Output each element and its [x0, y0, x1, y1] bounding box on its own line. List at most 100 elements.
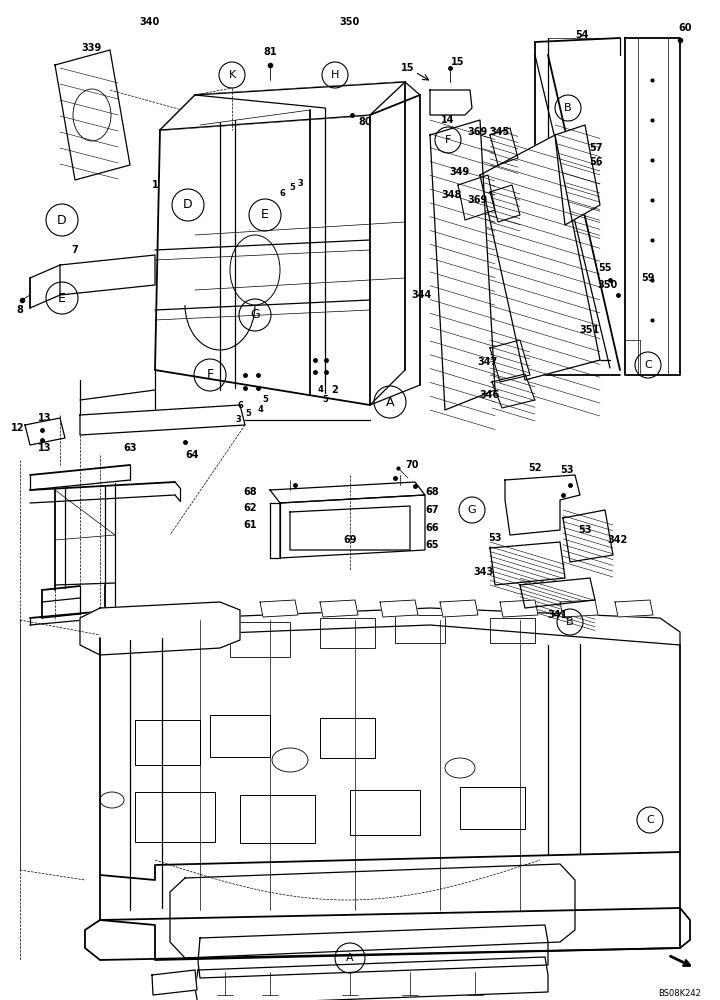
Text: 340: 340: [140, 17, 160, 27]
Text: 350: 350: [340, 17, 360, 27]
Text: 15: 15: [401, 63, 415, 73]
Text: G: G: [250, 308, 260, 322]
Text: E: E: [58, 292, 66, 304]
Text: A: A: [386, 395, 395, 408]
Polygon shape: [560, 600, 598, 617]
Text: 67: 67: [426, 505, 438, 515]
Text: 348: 348: [442, 190, 462, 200]
Polygon shape: [505, 475, 580, 535]
Polygon shape: [170, 864, 575, 958]
Bar: [490, 618, 535, 643]
Text: 68: 68: [426, 487, 438, 497]
Bar: [395, 615, 445, 643]
Bar: [350, 790, 420, 835]
Text: 8: 8: [17, 305, 24, 315]
Text: 341: 341: [547, 610, 567, 620]
Polygon shape: [490, 185, 520, 222]
Text: B: B: [564, 103, 572, 113]
Polygon shape: [625, 38, 680, 375]
Polygon shape: [480, 135, 600, 380]
Text: 343: 343: [473, 567, 493, 577]
Text: 54: 54: [575, 30, 589, 40]
Text: C: C: [646, 815, 654, 825]
Text: 12: 12: [12, 423, 24, 433]
Text: 61: 61: [243, 520, 257, 530]
Text: 4: 4: [317, 385, 323, 394]
Polygon shape: [270, 503, 280, 558]
Text: 64: 64: [185, 450, 199, 460]
Polygon shape: [320, 600, 358, 617]
Polygon shape: [80, 405, 245, 435]
Polygon shape: [490, 542, 565, 585]
Text: 2: 2: [332, 385, 338, 395]
Text: 1: 1: [152, 180, 158, 190]
Text: G: G: [468, 505, 477, 515]
Text: 7: 7: [71, 245, 78, 255]
Text: 66: 66: [426, 523, 438, 533]
Text: 369: 369: [468, 195, 488, 205]
Text: C: C: [644, 360, 652, 370]
Text: 57: 57: [589, 143, 603, 153]
Text: 13: 13: [38, 413, 52, 423]
Polygon shape: [492, 374, 535, 408]
Text: A: A: [346, 953, 354, 963]
Text: 351: 351: [580, 325, 600, 335]
Text: 342: 342: [607, 535, 627, 545]
Text: 345: 345: [490, 127, 510, 137]
Text: D: D: [57, 214, 67, 227]
Polygon shape: [520, 578, 595, 608]
Text: 369: 369: [468, 127, 488, 137]
Text: 63: 63: [123, 443, 137, 453]
Polygon shape: [458, 175, 495, 220]
Text: D: D: [183, 198, 193, 212]
Text: 3: 3: [235, 416, 241, 424]
Polygon shape: [430, 90, 472, 115]
Text: 6: 6: [279, 188, 285, 198]
Polygon shape: [100, 608, 680, 645]
Polygon shape: [563, 510, 613, 562]
Text: 13: 13: [38, 443, 52, 453]
Bar: [240, 795, 315, 843]
Polygon shape: [270, 482, 425, 503]
Text: 62: 62: [243, 503, 257, 513]
Polygon shape: [280, 495, 425, 558]
Text: 350: 350: [598, 280, 618, 290]
Text: 53: 53: [488, 533, 502, 543]
Text: F: F: [207, 368, 214, 381]
Bar: [135, 792, 215, 842]
Text: 69: 69: [343, 535, 356, 545]
Polygon shape: [615, 600, 653, 617]
Text: 70: 70: [405, 460, 419, 470]
Text: K: K: [228, 70, 235, 80]
Text: 339: 339: [82, 43, 102, 53]
Text: 347: 347: [478, 357, 498, 367]
Text: 346: 346: [480, 390, 500, 400]
Text: 344: 344: [412, 290, 432, 300]
Bar: [230, 622, 290, 657]
Polygon shape: [440, 600, 478, 617]
Bar: [320, 718, 375, 758]
Polygon shape: [55, 50, 130, 180]
Text: 80: 80: [358, 117, 372, 127]
Text: 5: 5: [322, 395, 328, 404]
Text: 55: 55: [598, 263, 612, 273]
Text: 59: 59: [642, 273, 654, 283]
Polygon shape: [80, 602, 240, 655]
Text: 52: 52: [528, 463, 541, 473]
Text: 5: 5: [262, 395, 268, 404]
Text: 5: 5: [289, 184, 295, 192]
Text: 68: 68: [243, 487, 257, 497]
Text: 4: 4: [257, 406, 263, 414]
Bar: [460, 787, 525, 829]
Polygon shape: [490, 128, 518, 165]
Polygon shape: [290, 506, 410, 550]
Text: 6: 6: [237, 400, 243, 410]
Text: 53: 53: [578, 525, 592, 535]
Text: 349: 349: [450, 167, 470, 177]
Text: B: B: [566, 617, 574, 627]
Text: H: H: [330, 70, 339, 80]
Polygon shape: [490, 340, 530, 382]
Text: 14: 14: [441, 115, 455, 125]
Polygon shape: [260, 600, 298, 617]
Text: 60: 60: [678, 23, 692, 33]
